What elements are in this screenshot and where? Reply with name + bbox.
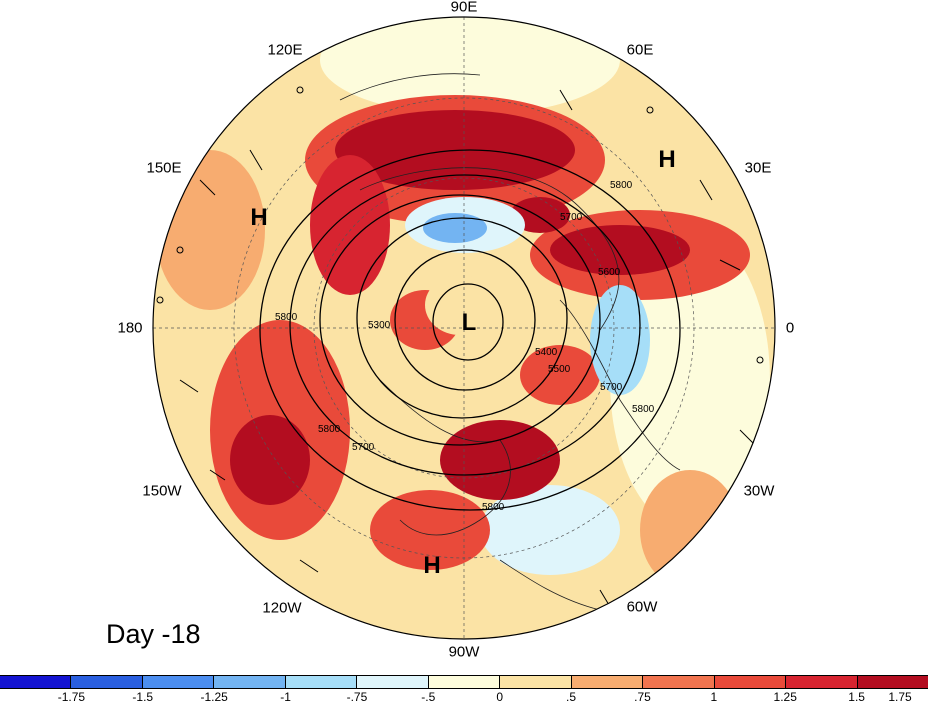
panel-title: Day -18 (106, 619, 201, 649)
low-pressure-label: L (461, 309, 477, 336)
lon-label-150e: 150E (146, 159, 182, 177)
colorbar-tick-label: -1.5 (132, 690, 154, 704)
colorbar-box (714, 676, 787, 688)
colorbar-box (71, 676, 143, 688)
colorbar-box (786, 676, 858, 688)
contour-label: 5800 (632, 404, 655, 415)
lon-label-90w: 90W (448, 643, 480, 661)
lon-label-120e: 120E (267, 41, 303, 59)
contour-label: 5800 (482, 502, 505, 513)
lon-label-60w: 60W (626, 598, 658, 616)
colorbar (0, 675, 928, 689)
high-pressure-label: H (423, 552, 441, 579)
contour-label: 5700 (600, 382, 623, 393)
colorbar-tick-label: 1.25 (773, 690, 797, 704)
map-border (152, 16, 776, 640)
contour-label: 5600 (598, 267, 621, 278)
lon-label-150w: 150W (142, 482, 182, 500)
contour-label: 5800 (610, 180, 633, 191)
contour-label: 5400 (535, 347, 558, 358)
colorbar-box (500, 676, 572, 688)
contour-label: 5800 (275, 312, 298, 323)
lon-label-60e: 60E (626, 41, 654, 59)
colorbar-box (214, 676, 286, 688)
anomaly-shading (155, 17, 770, 590)
colorbar-tick-label: -.75 (346, 690, 368, 704)
colorbar-box (0, 676, 72, 688)
colorbar-tick-label: 1 (710, 690, 718, 704)
lon-label-0: 0 (785, 319, 795, 337)
colorbar-tick-label: .75 (634, 690, 651, 704)
coastlines (339, 73, 681, 611)
lon-label-30w: 30W (743, 482, 775, 500)
contour-label: 5300 (368, 320, 391, 331)
contour-label: 5800 (318, 424, 341, 435)
colorbar-box (428, 676, 501, 688)
colorbar-tick-label: 1.5 (848, 690, 865, 704)
contour-label: 5700 (560, 212, 583, 223)
contour-label: 5700 (352, 442, 375, 453)
contour-label: 5500 (548, 364, 571, 375)
lon-label-120w: 120W (262, 599, 302, 617)
colorbar-box (643, 676, 715, 688)
graticule (153, 17, 775, 639)
colorbar-tick-label: -1.25 (200, 690, 228, 704)
colorbar-tick-label: -.5 (421, 690, 436, 704)
colorbar-box (142, 676, 215, 688)
colorbar-box (857, 676, 928, 688)
colorbar-tick-label: -1.75 (57, 690, 86, 704)
high-pressure-label: H (658, 146, 676, 173)
colorbar-box (571, 676, 644, 688)
colorbar-tick-label: .5 (566, 690, 577, 704)
colorbar-box (285, 676, 358, 688)
lon-label-30e: 30E (744, 159, 772, 177)
colorbar-box (357, 676, 429, 688)
colorbar-tick-label: 0 (496, 690, 504, 704)
height-contours (259, 149, 681, 511)
colorbar-tick-label: 1.75 (888, 690, 912, 704)
colorbar-tick-label: -1 (280, 690, 291, 704)
lon-label-180: 180 (117, 319, 143, 337)
high-pressure-label: H (250, 204, 268, 231)
lon-label-90e: 90E (450, 0, 478, 16)
